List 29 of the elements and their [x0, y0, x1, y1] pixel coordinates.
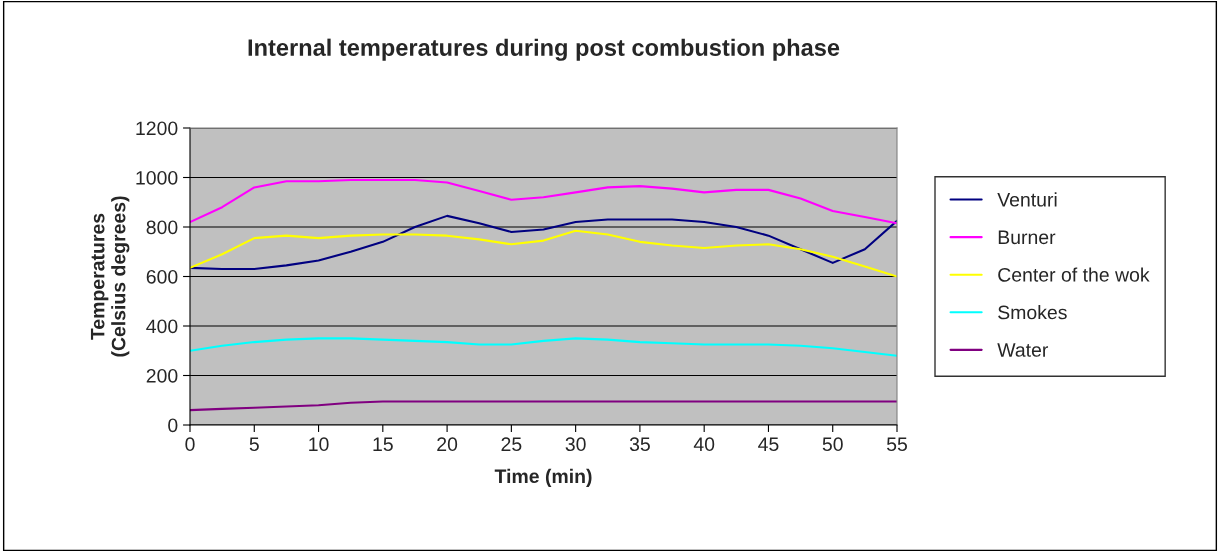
x-tick-label: 0 [185, 437, 195, 452]
x-tick-label: 10 [309, 437, 329, 452]
x-tick-label: 40 [693, 437, 715, 452]
x-axis-title: Time (min) [494, 468, 592, 487]
x-tick-label: 15 [373, 437, 393, 452]
y-tick-label: 1200 [136, 121, 178, 136]
legend-label: Smokes [998, 305, 1067, 320]
y-tick-label: 400 [146, 319, 178, 334]
x-tick-label: 35 [629, 437, 650, 452]
y-tick-label: 800 [146, 220, 178, 235]
line-series [190, 400, 897, 412]
x-tick-label: 25 [501, 437, 522, 452]
legend-label: Venturi [997, 192, 1057, 207]
x-tick-label: 45 [758, 437, 779, 452]
legend-label: Burner [998, 230, 1056, 245]
x-tick-label: 55 [886, 437, 907, 452]
y-tick-label: 200 [146, 368, 178, 383]
chart-title: Internal temperatures during post combustion phase [248, 38, 840, 61]
y-tick-label: 600 [146, 269, 178, 284]
x-tick-label: 20 [437, 437, 458, 452]
legend-label: Water [997, 343, 1049, 357]
x-tick-label: 50 [822, 437, 843, 452]
y-axis-title: Temperatures (Celsius degrees) [90, 196, 130, 357]
x-tick-label: 5 [249, 437, 259, 452]
legend-label: Center of the wok [998, 267, 1150, 282]
y-tick-label: 1000 [136, 170, 178, 185]
y-tick-label: 0 [168, 418, 178, 433]
x-tick-label: 30 [565, 437, 586, 452]
line-series [190, 337, 897, 357]
